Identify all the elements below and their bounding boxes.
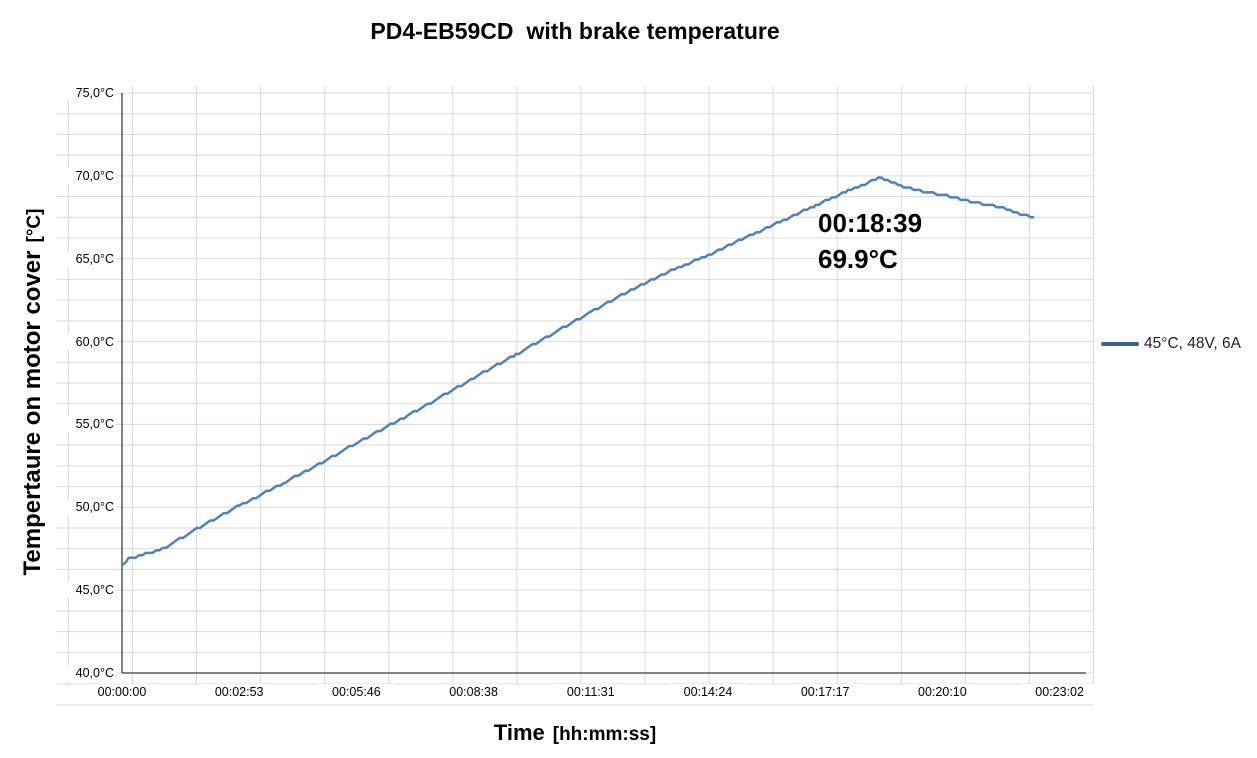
chart-title-model: PD4-EB59CD xyxy=(370,18,514,44)
legend: 45°C, 48V, 6A xyxy=(1101,335,1241,353)
chart-title: PD4-EB59CD with brake temperature xyxy=(0,18,1150,45)
y-axis-tick-label: 45,0°C xyxy=(52,582,116,599)
x-axis-tick-label: 00:20:10 xyxy=(904,684,981,700)
x-axis-tick-label: 00:02:53 xyxy=(201,684,278,700)
x-axis-tick-label: 00:14:24 xyxy=(670,684,746,700)
chart-title-suffix: with brake temperature xyxy=(526,18,780,44)
peak-annotation-temp: 69.9°C xyxy=(818,244,898,274)
x-axis-title-text: Time xyxy=(493,720,545,745)
x-axis-tick-label: 00:08:38 xyxy=(435,684,512,700)
y-axis-tick-label: 55,0°C xyxy=(52,416,116,433)
legend-series-label: 45°C, 48V, 6A xyxy=(1144,335,1241,352)
y-axis-tick-label: 50,0°C xyxy=(52,499,116,516)
y-axis-tick-label: 65,0°C xyxy=(52,250,116,267)
y-axis-tick-label: 60,0°C xyxy=(52,333,116,350)
legend-line-icon xyxy=(1101,342,1139,346)
x-axis-tick-label: 00:11:31 xyxy=(552,684,629,700)
y-axis-title: Tempertaure on motor cover [°C] xyxy=(19,209,47,576)
peak-annotation-time: 00:18:39 xyxy=(818,208,923,238)
y-axis-title-text: Tempertaure on motor cover xyxy=(19,250,46,576)
peak-annotation: 00:18:39 69.9°C xyxy=(818,205,922,277)
y-axis-title-unit: [°C] xyxy=(24,208,45,243)
temperature-series-line xyxy=(120,176,1035,567)
y-axis-tick-label: 75,0°C xyxy=(52,85,116,101)
x-axis-tick-label: 00:23:02 xyxy=(1021,684,1098,700)
x-axis-tick-label: 00:05:46 xyxy=(318,684,395,700)
x-axis-tick-label: 00:00:00 xyxy=(84,684,160,700)
x-axis-tick-label: 00:17:17 xyxy=(787,684,864,700)
x-axis-title-unit: [hh:mm:ss] xyxy=(552,724,657,745)
y-axis-tick-label: 40,0°C xyxy=(52,665,116,681)
x-axis-title: Time [hh:mm:ss] xyxy=(0,720,1150,746)
y-axis-tick-label: 70,0°C xyxy=(52,167,116,184)
